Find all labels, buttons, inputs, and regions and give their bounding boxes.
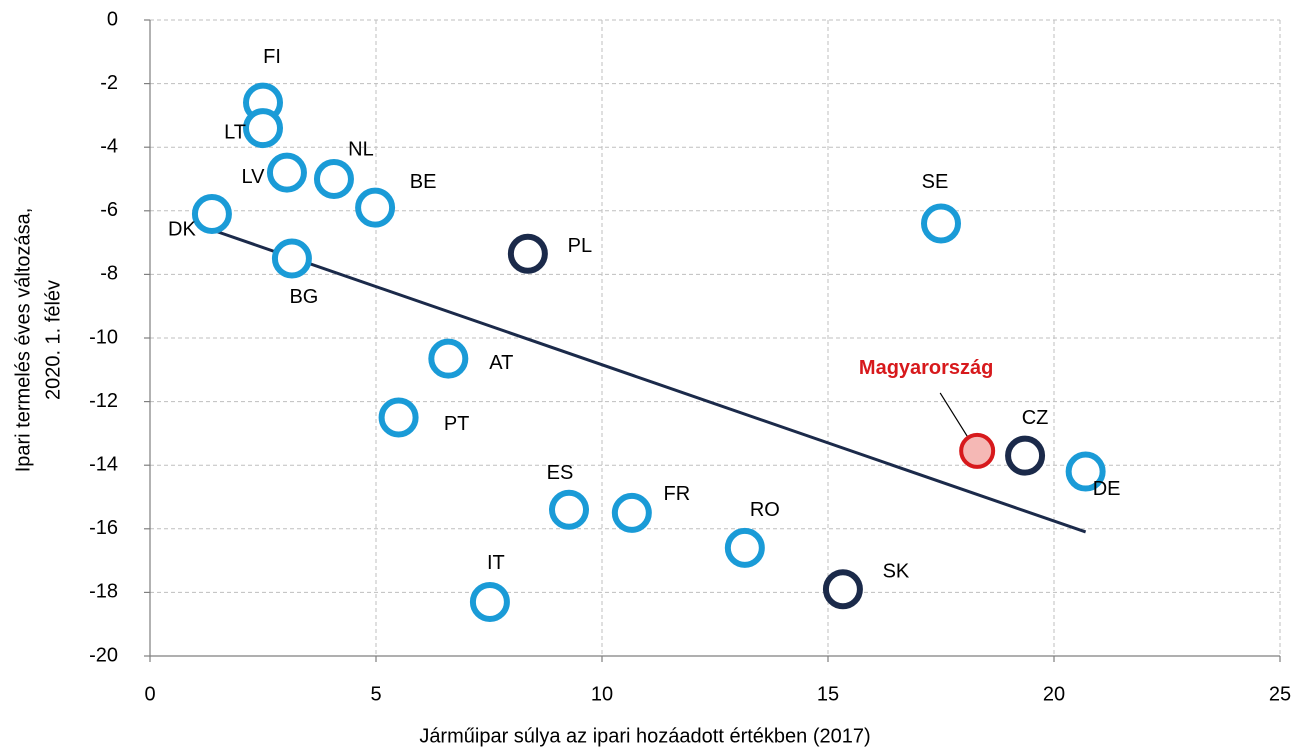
point xyxy=(428,338,469,379)
y-axis-title: Ipari termelés éves változása, xyxy=(12,208,34,473)
point-label: IT xyxy=(487,552,505,574)
point xyxy=(313,159,354,199)
y-tick-label: -4 xyxy=(100,135,118,157)
point-label: AT xyxy=(489,352,513,374)
trend-line xyxy=(211,228,1087,534)
point-label: NL xyxy=(348,138,374,160)
y-tick-label: -14 xyxy=(89,453,118,475)
y-tick-label: -18 xyxy=(89,581,118,603)
point-label: CZ xyxy=(1022,407,1049,429)
point xyxy=(724,527,765,568)
point-label: LV xyxy=(241,166,265,188)
x-axis-title: Járműipar súlya az ipari hozáadott érték… xyxy=(419,725,870,747)
point-label: DE xyxy=(1093,478,1121,500)
point-label: Magyarország xyxy=(859,357,994,379)
point xyxy=(243,108,283,149)
point xyxy=(611,492,652,533)
point xyxy=(355,187,396,228)
y-tick-label: -16 xyxy=(89,517,118,539)
x-tick-label: 5 xyxy=(370,683,381,705)
x-tick-label: 15 xyxy=(817,683,839,705)
x-tick-label: 20 xyxy=(1043,683,1065,705)
point xyxy=(959,432,996,469)
point xyxy=(378,397,419,438)
point xyxy=(507,233,548,274)
point xyxy=(822,569,863,610)
point xyxy=(271,238,312,279)
point-label: BE xyxy=(410,171,437,193)
point xyxy=(1065,451,1106,492)
point-label: DK xyxy=(168,218,196,240)
point xyxy=(191,193,232,234)
point xyxy=(921,203,961,244)
point-label: ES xyxy=(547,462,574,484)
x-tick-label: 0 xyxy=(144,683,155,705)
point-label: PT xyxy=(444,413,470,435)
point-label: FI xyxy=(263,46,281,68)
point-label: SE xyxy=(922,171,949,193)
y-tick-label: -8 xyxy=(100,263,118,285)
point-label: RO xyxy=(750,499,780,521)
point xyxy=(1005,435,1046,476)
point-label: BG xyxy=(289,286,318,308)
x-tick-label: 10 xyxy=(591,683,613,705)
y-tick-label: -2 xyxy=(100,72,118,94)
y-tick-label: -10 xyxy=(89,326,118,348)
point xyxy=(266,152,307,193)
x-tick-label: 25 xyxy=(1269,683,1291,705)
y-tick-label: -6 xyxy=(100,199,118,221)
point-label: PL xyxy=(568,235,592,257)
y-tick-label: -20 xyxy=(89,644,118,666)
point xyxy=(469,581,510,622)
point xyxy=(549,489,590,530)
point-label: FR xyxy=(663,483,690,505)
point-label: SK xyxy=(883,561,910,583)
y-axis-title: 2020. 1. félév xyxy=(42,280,64,400)
y-tick-label: 0 xyxy=(107,8,118,30)
y-tick-label: -12 xyxy=(89,390,118,412)
point-label: LT xyxy=(224,121,246,143)
